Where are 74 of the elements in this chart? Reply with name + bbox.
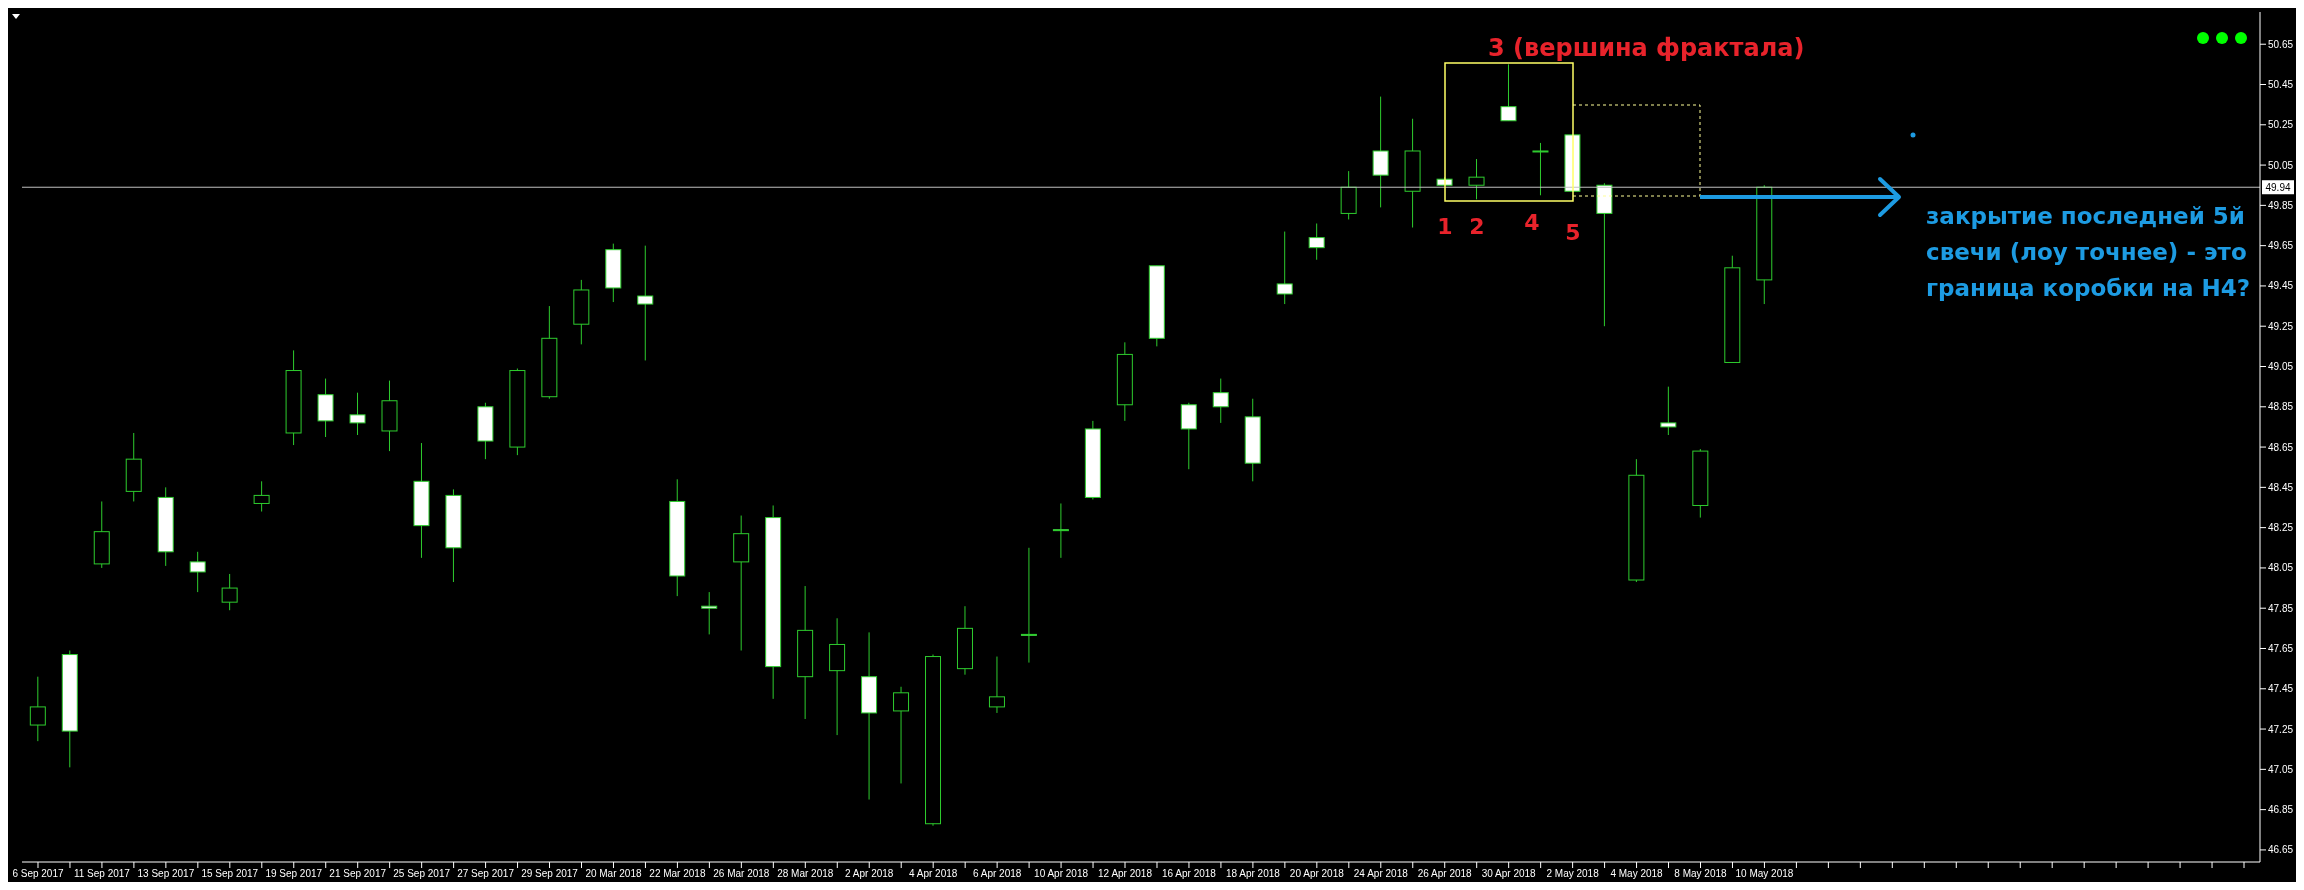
- y-tick-label: 48.85: [2268, 401, 2294, 413]
- candlestick: [1276, 231, 1293, 305]
- x-tick-label: 6 Sep 2017: [12, 868, 64, 880]
- x-tick-label: 27 Sep 2017: [457, 868, 515, 880]
- candlestick: [988, 656, 1005, 714]
- x-tick-label: 26 Apr 2018: [1417, 868, 1473, 880]
- candlestick: [221, 573, 238, 611]
- x-tick-label: 4 Apr 2018: [909, 868, 958, 880]
- candlestick: [1308, 222, 1325, 261]
- x-tick-label: 4 May 2018: [1610, 868, 1664, 880]
- candlestick: [1532, 142, 1549, 196]
- y-tick-label: 48.05: [2268, 562, 2294, 574]
- annotation: 5: [1565, 220, 1581, 245]
- x-tick-label: 10 Apr 2018: [1034, 868, 1089, 880]
- candlestick: [701, 591, 718, 635]
- candlestick: [893, 686, 910, 784]
- candlestick: [1660, 386, 1677, 436]
- annotation: 2: [1469, 214, 1485, 239]
- y-tick-label: 50.05: [2268, 159, 2294, 171]
- x-tick-label: 20 Mar 2018: [585, 868, 642, 880]
- y-tick-label: 49.65: [2268, 240, 2294, 252]
- x-tick-label: 30 Apr 2018: [1481, 868, 1537, 880]
- candlestick: [253, 480, 270, 513]
- x-tick-label: 24 Apr 2018: [1353, 868, 1409, 880]
- x-tick-label: 25 Sep 2017: [393, 868, 451, 880]
- y-tick-label: 50.65: [2268, 38, 2294, 50]
- y-tick-label: 49.45: [2268, 280, 2294, 292]
- candlestick: [1468, 158, 1485, 200]
- x-tick-label: 11 Sep 2017: [73, 868, 131, 880]
- x-tick-label: 18 Apr 2018: [1225, 868, 1281, 880]
- ref-line-label: 49.94: [2265, 182, 2291, 194]
- candlestick: [29, 676, 46, 742]
- y-tick-label: 49.05: [2268, 361, 2294, 373]
- x-tick-label: 19 Sep 2017: [265, 868, 323, 880]
- candlestick: [189, 551, 206, 593]
- y-tick-label: 50.45: [2268, 79, 2294, 91]
- x-tick-label: 2 Apr 2018: [845, 868, 894, 880]
- x-tick-label: 29 Sep 2017: [521, 868, 579, 880]
- y-tick-label: 46.65: [2268, 844, 2294, 856]
- x-tick-label: 10 May 2018: [1735, 868, 1794, 880]
- candlestick: [637, 245, 654, 361]
- y-tick-label: 47.85: [2268, 602, 2294, 614]
- y-tick-label: 49.85: [2268, 199, 2294, 211]
- candlestick: [349, 392, 366, 436]
- y-tick-label: 48.65: [2268, 441, 2294, 453]
- annotation: 3 (вершина фрактала): [1488, 34, 1805, 62]
- y-tick-label: 50.25: [2268, 119, 2294, 131]
- y-tick-label: 49.25: [2268, 320, 2294, 332]
- x-tick-label: 28 Mar 2018: [777, 868, 834, 880]
- x-tick-label: 16 Apr 2018: [1161, 868, 1217, 880]
- x-tick-label: 26 Mar 2018: [713, 868, 770, 880]
- x-tick-label: 12 Apr 2018: [1098, 868, 1153, 880]
- y-tick-label: 48.25: [2268, 522, 2294, 534]
- y-tick-label: 48.45: [2268, 481, 2294, 493]
- candlestick: [1020, 547, 1037, 664]
- candlestick: [1212, 378, 1229, 424]
- y-tick-label: 47.65: [2268, 643, 2294, 655]
- annotation: 1: [1437, 214, 1453, 239]
- x-tick-label: 22 Mar 2018: [649, 868, 706, 880]
- x-tick-label: 2 May 2018: [1546, 868, 1600, 880]
- x-tick-label: 6 Apr 2018: [972, 868, 1022, 880]
- y-tick-label: 47.45: [2268, 683, 2294, 695]
- y-tick-label: 47.25: [2268, 723, 2294, 735]
- candlestick: [1052, 502, 1069, 559]
- x-tick-label: 15 Sep 2017: [201, 868, 259, 880]
- x-tick-label: 8 May 2018: [1674, 868, 1728, 880]
- x-tick-label: 20 Apr 2018: [1289, 868, 1345, 880]
- candlestick: [1500, 63, 1517, 122]
- annotation: закрытие последней 5й свечи (лоу точнее) - это граница коробки на H4?: [1926, 202, 2252, 303]
- annotation: 4: [1524, 210, 1540, 235]
- y-tick-label: 46.85: [2268, 804, 2294, 816]
- x-tick-label: 21 Sep 2017: [329, 868, 387, 880]
- x-tick-label: 13 Sep 2017: [137, 868, 195, 880]
- y-tick-label: 47.05: [2268, 763, 2294, 775]
